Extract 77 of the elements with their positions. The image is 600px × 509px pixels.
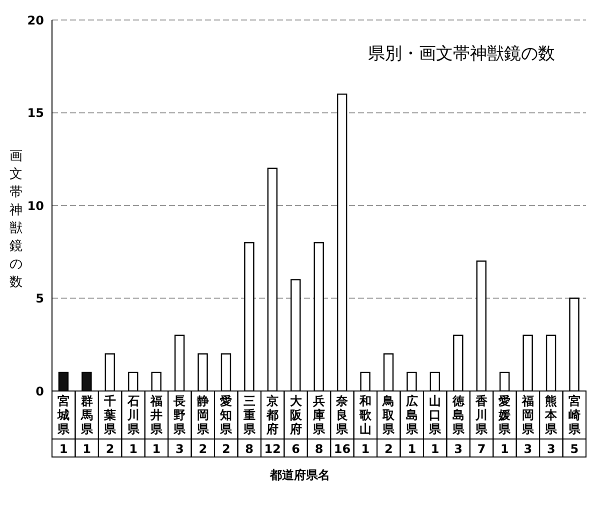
x-tick-label: 広島県: [404, 394, 419, 436]
bar: [406, 372, 417, 391]
x-tick-label: 愛媛県: [498, 394, 512, 436]
data-label: 2: [106, 442, 114, 456]
y-tick-label: 15: [27, 106, 44, 120]
data-label: 7: [477, 442, 486, 456]
x-axis-title: 都道府県名: [268, 467, 331, 484]
data-label: 2: [198, 442, 208, 456]
x-tick-label: 三重県: [242, 394, 256, 436]
bar: [453, 334, 464, 391]
data-label: 6: [292, 442, 300, 456]
y-tick-label: 10: [27, 198, 44, 213]
x-tick-label: 熊本県: [544, 394, 558, 436]
data-label: 3: [176, 442, 184, 456]
data-label: 8: [314, 442, 324, 456]
x-tick-label: 宮崎県: [567, 394, 582, 436]
x-tick-label: 宮城県: [56, 394, 71, 436]
x-tick-label: 群馬県: [80, 394, 94, 436]
bar: [430, 372, 440, 391]
bar: [290, 279, 301, 391]
bar: [267, 168, 278, 391]
data-label: 3: [454, 442, 462, 456]
bar: [336, 94, 348, 391]
bar: [522, 334, 533, 391]
x-tick-label: 鳥取県: [382, 394, 396, 436]
data-label: 3: [524, 442, 532, 456]
x-tick-label: 石川県: [126, 394, 140, 436]
text: 県別・画文帯神獣鏡の数: [368, 43, 555, 65]
data-label: 5: [570, 442, 579, 456]
x-tick-label: 愛知県: [219, 394, 234, 436]
x-tick-label: 和歌山: [358, 394, 372, 436]
data-label: 8: [245, 442, 254, 456]
data-label: 1: [500, 442, 509, 456]
x-tick-label: 京都府: [266, 394, 279, 436]
bar: [546, 334, 556, 391]
bar: [82, 372, 92, 391]
x-tick-label: 長野県: [172, 394, 187, 436]
x-tick-label: 奈良県: [335, 394, 350, 436]
y-tick-label: 20: [27, 13, 44, 28]
data-label: 1: [59, 442, 68, 456]
x-tick-label: 大阪府: [288, 394, 303, 436]
bar: [198, 353, 208, 391]
bar: [360, 372, 370, 391]
y-tick-label: 0: [36, 384, 44, 398]
data-label: 3: [546, 442, 556, 456]
x-tick-label: 福井県: [149, 394, 164, 436]
data-label: 1: [129, 442, 138, 456]
x-tick-label: 山口県: [428, 394, 442, 436]
bar: [499, 372, 510, 391]
y-tick-label: 5: [36, 292, 44, 306]
data-label: 1: [82, 442, 92, 456]
x-tick-label: 福岡県: [520, 394, 535, 436]
data-label: 1: [152, 442, 161, 456]
bar: [128, 372, 138, 391]
x-tick-label: 徳島県: [451, 394, 466, 436]
data-label: 2: [384, 442, 393, 456]
x-tick-label: 静岡県: [196, 394, 210, 436]
bar: [104, 353, 115, 391]
bar: [58, 372, 69, 391]
x-tick-label: 香川県: [474, 394, 489, 436]
bar: [220, 353, 232, 391]
data-label: 2: [222, 442, 230, 456]
data-label: 1: [361, 442, 370, 456]
bar: [383, 353, 394, 391]
data-label: 1: [408, 442, 416, 456]
bar: [244, 242, 254, 391]
data-label: 12: [264, 442, 281, 456]
bar: [314, 242, 324, 391]
y-axis-title: 画文帯神獣鏡の数: [8, 148, 24, 292]
bar: [174, 334, 185, 391]
data-label: 1: [430, 442, 440, 456]
x-tick-label: 千葉県: [103, 394, 118, 436]
data-label: 16: [334, 442, 351, 456]
bar: [151, 372, 162, 391]
bar: [476, 260, 486, 391]
bar: [569, 298, 580, 391]
x-tick-label: 兵庫県: [312, 394, 326, 436]
